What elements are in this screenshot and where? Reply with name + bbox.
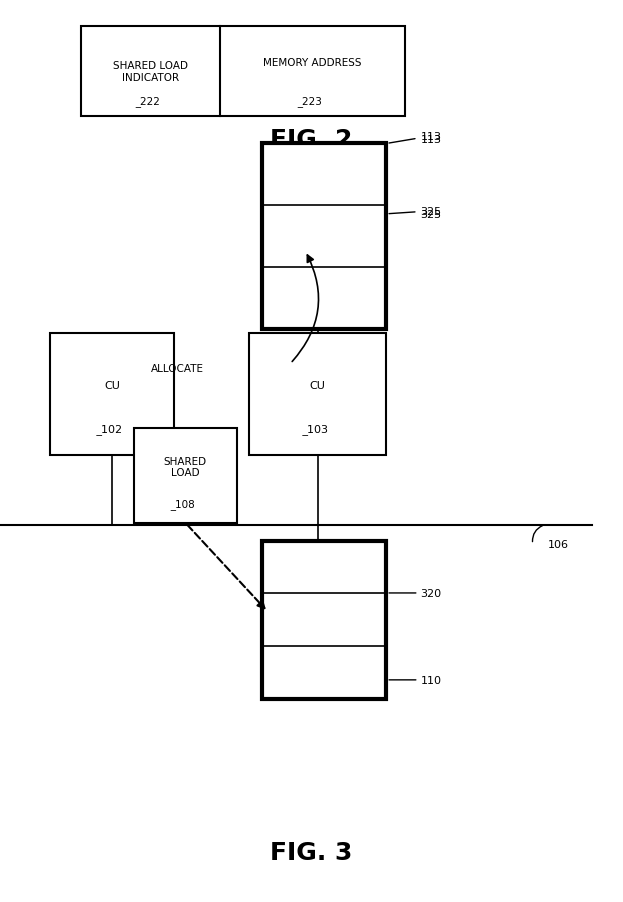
Bar — [81, 27, 405, 117]
Text: 110: 110 — [421, 675, 442, 686]
Bar — [134, 428, 237, 523]
Bar — [262, 144, 386, 329]
Bar — [262, 541, 386, 699]
Text: 325: 325 — [421, 209, 442, 219]
Text: CU: CU — [104, 381, 120, 391]
Text: ̲102: ̲102 — [102, 423, 123, 434]
Text: SHARED LOAD
INDICATOR: SHARED LOAD INDICATOR — [113, 61, 188, 83]
Text: ̲103: ̲103 — [307, 423, 328, 434]
Text: ̲222: ̲222 — [141, 96, 161, 106]
Text: 113: 113 — [389, 132, 442, 143]
Text: SHARED
LOAD: SHARED LOAD — [164, 456, 207, 477]
Text: CU: CU — [310, 381, 326, 391]
Text: FIG. 2: FIG. 2 — [270, 128, 353, 152]
Text: ̲108: ̲108 — [176, 499, 195, 510]
Text: 325: 325 — [389, 207, 442, 216]
Text: ̲223: ̲223 — [303, 96, 323, 106]
Text: 106: 106 — [548, 539, 569, 549]
Text: MEMORY ADDRESS: MEMORY ADDRESS — [264, 58, 362, 69]
Text: 320: 320 — [421, 588, 442, 598]
Text: FIG. 3: FIG. 3 — [270, 841, 353, 864]
Text: 113: 113 — [421, 134, 442, 145]
Bar — [249, 334, 386, 456]
Text: ALLOCATE: ALLOCATE — [151, 364, 204, 373]
Bar — [50, 334, 174, 456]
